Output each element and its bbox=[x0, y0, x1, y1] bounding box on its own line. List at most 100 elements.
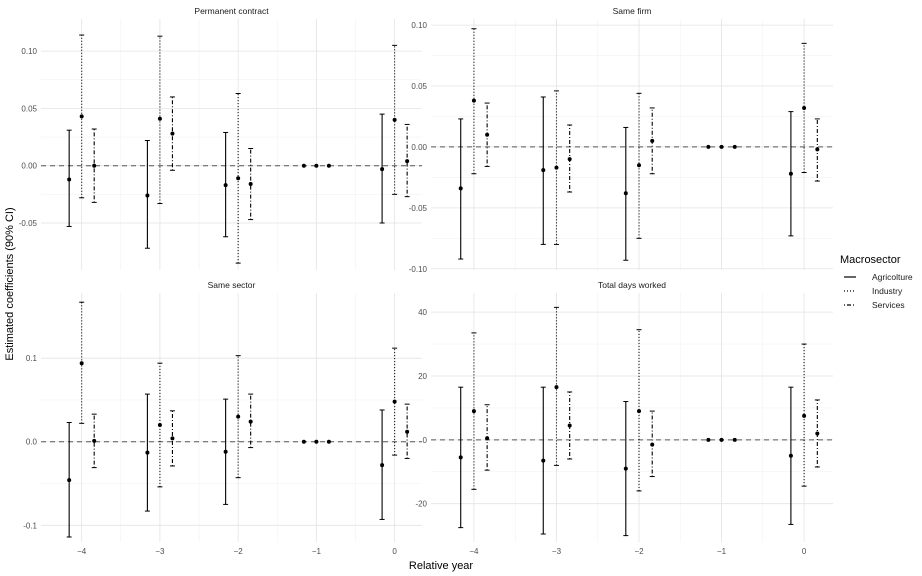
y-tick-label: 0.10 bbox=[21, 47, 37, 56]
point-estimate bbox=[79, 361, 84, 366]
point-estimate bbox=[79, 114, 84, 119]
legend-title: Macrosector bbox=[840, 254, 901, 266]
y-tick-label: -0.05 bbox=[19, 219, 38, 228]
panel-title: Same firm bbox=[613, 6, 652, 16]
panel-0: -0.05 0.00 0.05 0.10 Permanent contract bbox=[19, 6, 422, 270]
x-tick-label: −3 bbox=[552, 547, 562, 556]
y-tick-label: 0.0 bbox=[26, 438, 38, 447]
y-tick-label: 20 bbox=[418, 372, 427, 381]
point-estimate bbox=[541, 168, 546, 173]
point-estimate bbox=[405, 429, 410, 434]
point-estimate bbox=[706, 144, 711, 149]
point-estimate bbox=[236, 414, 241, 419]
x-tick-label: −3 bbox=[155, 547, 165, 556]
point-estimate bbox=[380, 167, 385, 172]
point-estimate bbox=[815, 431, 820, 436]
point-estimate bbox=[157, 423, 162, 428]
x-tick-label: −2 bbox=[634, 547, 644, 556]
panel-1: -0.10 -0.05 0.00 0.05 0.10 Same firm bbox=[409, 6, 833, 274]
series-industry bbox=[471, 28, 807, 245]
point-estimate bbox=[326, 163, 331, 168]
point-estimate bbox=[567, 157, 572, 162]
series-services bbox=[91, 96, 410, 221]
point-estimate bbox=[248, 419, 253, 424]
y-tick-label: 0.00 bbox=[411, 143, 427, 152]
legend: Macrosector Agricolture Industry Service… bbox=[840, 254, 913, 310]
x-tick-label: −1 bbox=[312, 547, 322, 556]
y-tick-label: 40 bbox=[418, 308, 427, 317]
x-tick-label: −1 bbox=[717, 547, 727, 556]
point-estimate bbox=[67, 478, 72, 483]
point-estimate bbox=[788, 171, 793, 176]
x-tick-label: 0 bbox=[392, 547, 397, 556]
point-estimate bbox=[92, 163, 97, 168]
series-agricolture bbox=[458, 96, 794, 261]
x-tick-label: −4 bbox=[469, 547, 479, 556]
point-estimate bbox=[223, 183, 228, 188]
panel-title: Permanent contract bbox=[194, 6, 269, 16]
point-estimate bbox=[650, 442, 655, 447]
legend-label-services: Services bbox=[872, 300, 905, 310]
point-estimate bbox=[248, 182, 253, 187]
point-estimate bbox=[732, 437, 737, 442]
point-estimate bbox=[788, 453, 793, 458]
legend-label-agricolture: Agricolture bbox=[872, 272, 913, 282]
point-estimate bbox=[405, 159, 410, 164]
series-industry bbox=[471, 306, 807, 492]
point-estimate bbox=[637, 163, 642, 168]
series-industry bbox=[79, 34, 398, 264]
y-tick-label: 0.10 bbox=[411, 21, 427, 30]
panel-3: -20 0 20 40 −4 −3 −2 −1 0 Total days worked bbox=[415, 280, 833, 556]
series-industry bbox=[79, 301, 398, 488]
point-estimate bbox=[567, 423, 572, 428]
point-estimate bbox=[719, 144, 724, 149]
point-estimate bbox=[815, 147, 820, 152]
point-estimate bbox=[541, 458, 546, 463]
point-estimate bbox=[471, 409, 476, 414]
series-agricolture bbox=[66, 393, 385, 538]
point-estimate bbox=[145, 450, 150, 455]
x-axis-label: Relative year bbox=[409, 560, 474, 572]
y-tick-label: 0.00 bbox=[21, 162, 37, 171]
panel-title: Same sector bbox=[208, 280, 256, 290]
series-services bbox=[484, 391, 820, 478]
legend-label-industry: Industry bbox=[872, 286, 903, 296]
point-estimate bbox=[802, 413, 807, 418]
y-tick-label: 0.1 bbox=[26, 354, 38, 363]
point-estimate bbox=[170, 436, 175, 441]
point-estimate bbox=[170, 131, 175, 136]
point-estimate bbox=[236, 176, 241, 181]
point-estimate bbox=[223, 449, 228, 454]
point-estimate bbox=[458, 455, 463, 460]
y-tick-label: 0.05 bbox=[411, 82, 427, 91]
y-tick-label: -0.10 bbox=[409, 265, 428, 274]
point-estimate bbox=[145, 193, 150, 198]
y-axis-label: Estimated coefficients (90% CI) bbox=[4, 207, 16, 360]
series-agricolture bbox=[66, 113, 385, 249]
y-tick-label: -20 bbox=[415, 500, 427, 509]
point-estimate bbox=[157, 116, 162, 121]
point-estimate bbox=[326, 439, 331, 444]
point-estimate bbox=[301, 163, 306, 168]
x-tick-label: −4 bbox=[77, 547, 87, 556]
x-tick-label: −2 bbox=[234, 547, 244, 556]
point-estimate bbox=[637, 409, 642, 414]
y-tick-label: -0.1 bbox=[23, 521, 37, 530]
series-services bbox=[91, 393, 410, 469]
point-estimate bbox=[554, 165, 559, 170]
x-tick-label: 0 bbox=[802, 547, 807, 556]
point-estimate bbox=[314, 439, 319, 444]
point-estimate bbox=[92, 438, 97, 443]
point-estimate bbox=[732, 144, 737, 149]
series-services bbox=[484, 102, 820, 193]
y-tick-label: 0 bbox=[423, 436, 428, 445]
point-estimate bbox=[802, 105, 807, 110]
point-estimate bbox=[706, 437, 711, 442]
panel-2: -0.1 0.0 0.1 −4 −3 −2 −1 0 Same sector bbox=[23, 280, 422, 556]
point-estimate bbox=[471, 98, 476, 103]
panel-title: Total days worked bbox=[598, 280, 666, 290]
point-estimate bbox=[392, 399, 397, 404]
point-estimate bbox=[554, 385, 559, 390]
